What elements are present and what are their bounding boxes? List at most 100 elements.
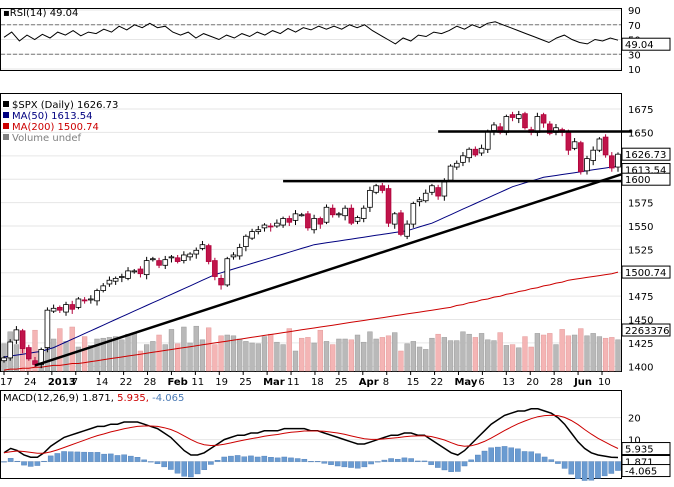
x-tick-label: Jun: [573, 377, 592, 388]
volume-bar: [50, 338, 57, 372]
candle: [305, 211, 311, 231]
macd-histogram-bar: [201, 461, 208, 470]
volume-bar: [385, 335, 392, 372]
candle: [472, 146, 479, 157]
volume-bar: [454, 340, 460, 372]
volume-bar: [75, 346, 82, 372]
macd-line: [3, 408, 619, 459]
volume-bar: [571, 334, 578, 372]
macd-histogram-bar: [248, 455, 254, 462]
macd-histogram-bar: [268, 457, 274, 462]
candle: [385, 184, 392, 227]
volume-bar: [175, 343, 181, 372]
candle: [112, 276, 119, 285]
rsi-tick-label: 10: [628, 65, 641, 76]
macd-histogram-bar: [435, 461, 441, 468]
volume-bar: [342, 338, 348, 372]
x-tick-label: Mar: [263, 377, 285, 388]
macd-histogram-bar: [1, 461, 7, 463]
candle: [460, 152, 466, 167]
candle: [143, 256, 150, 280]
macd-histogram-bar: [114, 455, 121, 462]
svg-text:-4.065: -4.065: [625, 467, 657, 478]
rsi-value-label: 49.04: [621, 37, 671, 51]
volume-bar: [137, 350, 144, 372]
candle: [1, 356, 7, 363]
candle: [466, 147, 472, 163]
volume-bar: [218, 335, 224, 372]
legend-swatch: [3, 123, 9, 129]
svg-text:1500.74: 1500.74: [625, 268, 666, 279]
candle: [391, 211, 398, 229]
volume-bar: [162, 344, 168, 372]
rsi-tick-label: 70: [628, 21, 641, 32]
x-tick-label: 10: [598, 377, 611, 388]
x-tick-label: 22: [120, 377, 133, 388]
macd-histogram-bar: [101, 453, 107, 462]
volume-value-label: 2263376: [621, 323, 671, 337]
volume-bar: [522, 336, 528, 372]
volume-bar: [243, 341, 249, 372]
volume-bar: [330, 344, 336, 372]
macd-histogram-bar: [188, 461, 194, 478]
macd-tick-label: 10: [628, 436, 641, 447]
volume-bar: [206, 327, 212, 372]
macd-histogram-bar: [181, 461, 187, 477]
volume-bar: [392, 332, 398, 372]
candle: [360, 205, 367, 223]
ma50-line: [3, 166, 619, 358]
volume-bar: [237, 338, 243, 372]
candle: [26, 344, 32, 361]
rsi-title: ▪RSI(14) 49.04: [3, 8, 78, 19]
volume-bar: [578, 328, 584, 372]
candle: [336, 211, 342, 218]
macd-histogram-bar: [488, 447, 494, 462]
macd-histogram-bar: [34, 461, 41, 466]
volume-bar: [119, 339, 125, 372]
candle: [509, 111, 516, 122]
volume-bar: [106, 337, 113, 372]
price-value-label: 1600: [621, 172, 671, 186]
volume-bar: [317, 329, 323, 372]
candle: [168, 254, 175, 263]
volume-bar: [323, 341, 330, 372]
legend-label: Volume undef: [12, 133, 82, 144]
macd-histogram-bar: [508, 447, 515, 462]
volume-bar: [13, 344, 20, 372]
volume-bar: [565, 335, 572, 372]
candle: [218, 274, 224, 290]
macd-histogram-bar: [241, 456, 248, 462]
candle: [546, 121, 553, 136]
volume-bar: [230, 335, 237, 372]
volume-bar: [516, 347, 522, 372]
volume-bar: [559, 329, 565, 372]
legend-label: MA(200) 1500.74: [12, 122, 99, 133]
candle: [230, 252, 237, 260]
price-tick-label: 1450: [628, 316, 653, 327]
candle: [236, 243, 243, 260]
volume-bar: [187, 342, 193, 372]
volume-bar: [441, 337, 447, 372]
candle: [199, 240, 206, 251]
trendline: [34, 169, 633, 367]
volume-bar: [224, 334, 230, 372]
volume-bar: [361, 341, 367, 372]
macd-histogram-bar: [47, 455, 54, 462]
svg-text:49.04: 49.04: [625, 40, 654, 51]
price-panel: [0, 93, 622, 372]
candle: [577, 140, 584, 175]
macd-histogram-bar: [388, 458, 394, 462]
volume-bar: [274, 341, 280, 372]
macd-histogram-bar: [314, 461, 321, 463]
volume-bar: [596, 336, 603, 372]
candle: [292, 210, 299, 226]
candle: [156, 257, 162, 269]
macd-histogram-bar: [428, 461, 434, 465]
volume-bar: [100, 337, 106, 372]
macd-histogram-bar: [381, 459, 388, 462]
legend-label: $SPX (Daily) 1626.73: [12, 100, 118, 111]
candle: [181, 251, 187, 264]
macd-histogram-bar: [301, 458, 308, 462]
macd-histogram-bar: [575, 461, 581, 479]
